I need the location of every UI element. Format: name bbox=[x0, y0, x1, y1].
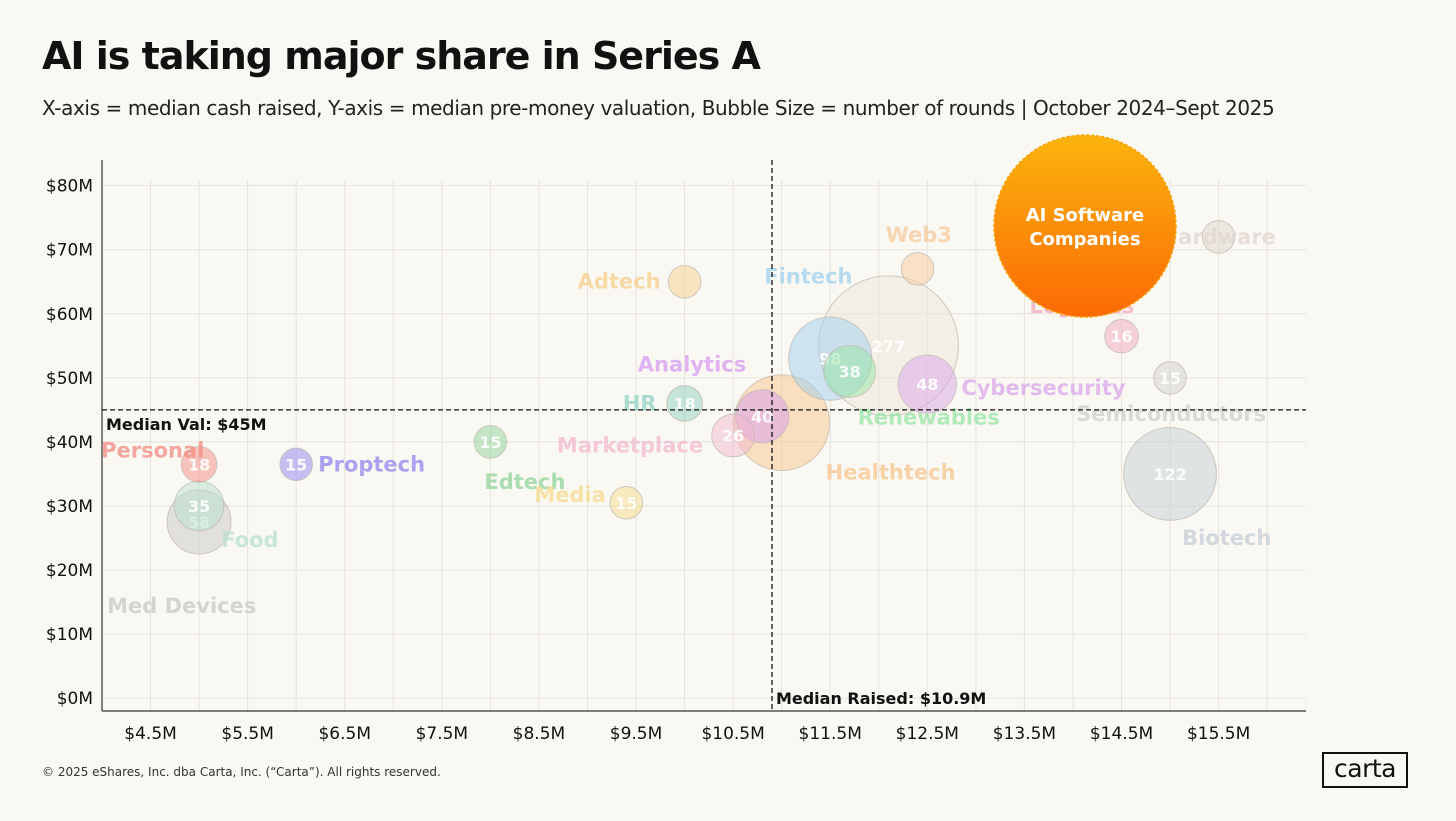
bubble-count-label: 40 bbox=[751, 407, 773, 426]
series-name-label: Edtech bbox=[484, 470, 565, 494]
bubble-biotech bbox=[1123, 427, 1217, 521]
x-tick-label: $4.5M bbox=[124, 724, 177, 744]
series-name-label: Fintech bbox=[764, 265, 852, 289]
y-tick-label: $0M bbox=[57, 689, 93, 709]
bubble-count-label: 16 bbox=[1110, 327, 1132, 346]
y-tick-label: $50M bbox=[46, 369, 93, 389]
x-tick-label: $8.5M bbox=[513, 724, 566, 744]
x-tick-label: $12.5M bbox=[896, 724, 959, 744]
bubble-count-label: 15 bbox=[615, 494, 637, 513]
series-name-label: HR bbox=[623, 391, 657, 415]
y-tick-label: $60M bbox=[46, 305, 93, 325]
y-tick-label: $10M bbox=[46, 625, 93, 645]
x-tick-label: $9.5M bbox=[610, 724, 663, 744]
bubble-renewables bbox=[823, 345, 877, 398]
ai-software-label-line1: AI Software bbox=[1026, 205, 1145, 226]
bubble-proptech bbox=[279, 447, 313, 482]
bubble-count-label: 122 bbox=[1153, 465, 1186, 484]
series-name-label: Food bbox=[221, 528, 278, 552]
ai-software-label-line2: Companies bbox=[1029, 229, 1140, 250]
series-name-label: Hardware bbox=[1161, 225, 1276, 249]
y-tick-label: $40M bbox=[46, 433, 93, 453]
ai-software-bubble bbox=[993, 134, 1177, 318]
series-name-label: Cybersecurity bbox=[961, 376, 1125, 400]
median-raised-label: Median Raised: $10.9M bbox=[776, 689, 986, 708]
x-tick-label: $11.5M bbox=[799, 724, 862, 744]
y-tick-label: $80M bbox=[46, 177, 93, 197]
bubble-count-label: 48 bbox=[916, 375, 938, 394]
bubble-web3 bbox=[900, 252, 935, 286]
copyright-footer: © 2025 eShares, Inc. dba Carta, Inc. (“C… bbox=[42, 765, 441, 779]
series-name-label: Healthtech bbox=[826, 461, 956, 485]
bubble-count-label: 38 bbox=[839, 362, 861, 381]
bubble-adtech bbox=[667, 264, 702, 299]
bubble-edtech bbox=[473, 425, 508, 459]
x-tick-label: $15.5M bbox=[1187, 724, 1250, 744]
series-name-label: Web3 bbox=[886, 223, 952, 247]
series-name-label: Med Devices bbox=[107, 594, 256, 618]
bubble-count-label: 15 bbox=[1159, 369, 1181, 388]
x-tick-label: $6.5M bbox=[318, 724, 371, 744]
bubble-cybersecurity bbox=[897, 354, 957, 414]
page-subtitle: X-axis = median cash raised, Y-axis = me… bbox=[42, 96, 1275, 120]
series-name-label: Biotech bbox=[1182, 526, 1271, 550]
page-title: AI is taking major share in Series A bbox=[42, 34, 761, 78]
series-name-label: Analytics bbox=[638, 352, 746, 376]
x-tick-label: $14.5M bbox=[1090, 724, 1153, 744]
bubble-media bbox=[609, 486, 644, 520]
bubble-count-label: 26 bbox=[722, 427, 744, 446]
y-tick-label: $20M bbox=[46, 561, 93, 581]
series-name-label: Personal bbox=[101, 438, 204, 462]
x-tick-label: $13.5M bbox=[993, 724, 1056, 744]
x-tick-label: $5.5M bbox=[221, 724, 274, 744]
bubble-count-label: 18 bbox=[673, 394, 695, 413]
series-name-label: Media bbox=[534, 483, 606, 507]
series-name-label: Marketplace bbox=[557, 434, 703, 458]
x-tick-label: $7.5M bbox=[416, 724, 469, 744]
x-tick-label: $10.5M bbox=[701, 724, 764, 744]
bubble-hardware bbox=[1201, 220, 1236, 254]
bubble-count-label: 277 bbox=[872, 337, 905, 356]
bubble-personal bbox=[180, 446, 218, 483]
bubble-count-label: 15 bbox=[479, 433, 501, 452]
series-name-label: Renewables bbox=[858, 405, 1000, 429]
series-name-label: Proptech bbox=[318, 452, 425, 476]
y-tick-label: $70M bbox=[46, 241, 93, 261]
series-name-label: Semiconductors bbox=[1076, 402, 1266, 426]
series-name-label: Adtech bbox=[578, 270, 661, 294]
bubble-count-label: 35 bbox=[188, 497, 210, 516]
bubble-hr bbox=[666, 385, 703, 422]
median-valuation-label: Median Val: $45M bbox=[106, 415, 267, 434]
bubble-semiconductors bbox=[1153, 361, 1187, 395]
bubble-count-label: 15 bbox=[285, 455, 307, 474]
bubble-marketplace bbox=[711, 413, 756, 458]
bubble-logistics bbox=[1104, 318, 1139, 354]
y-tick-label: $30M bbox=[46, 497, 93, 517]
carta-logo: carta bbox=[1322, 752, 1408, 788]
bubble-count-label: 18 bbox=[188, 455, 210, 474]
